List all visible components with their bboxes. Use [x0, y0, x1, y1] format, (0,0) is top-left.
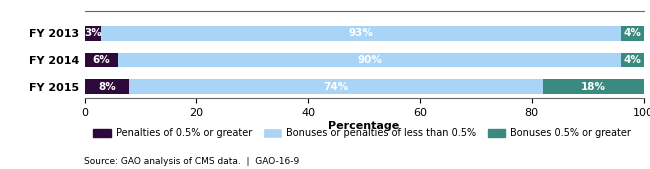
Text: 4%: 4% — [623, 55, 642, 65]
Text: 6%: 6% — [92, 55, 110, 65]
Bar — [543, 79, 644, 94]
Bar — [621, 53, 644, 67]
Text: 4%: 4% — [623, 28, 642, 38]
Text: 8%: 8% — [98, 82, 116, 92]
Text: 93%: 93% — [349, 28, 374, 38]
Bar — [101, 26, 621, 41]
Bar — [621, 26, 644, 41]
Bar — [84, 26, 101, 41]
Text: 18%: 18% — [580, 82, 606, 92]
Text: 74%: 74% — [324, 82, 348, 92]
Bar — [84, 53, 118, 67]
X-axis label: Percentage: Percentage — [328, 120, 400, 130]
Text: 90%: 90% — [357, 55, 382, 65]
Bar — [84, 79, 129, 94]
Text: Source: GAO analysis of CMS data.  |  GAO-16-9: Source: GAO analysis of CMS data. | GAO-… — [84, 157, 300, 166]
Bar — [129, 79, 543, 94]
Text: 3%: 3% — [84, 28, 102, 38]
Bar — [118, 53, 621, 67]
Legend: Penalties of 0.5% or greater, Bonuses or penalties of less than 0.5%, Bonuses 0.: Penalties of 0.5% or greater, Bonuses or… — [89, 124, 635, 142]
